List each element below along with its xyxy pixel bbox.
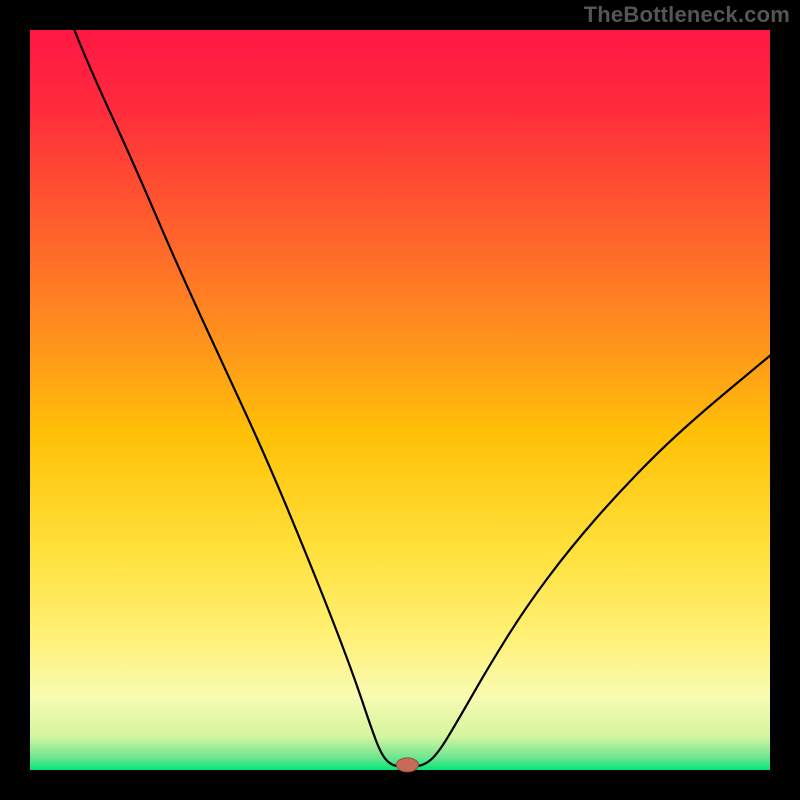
plot-background xyxy=(30,30,770,770)
chart-container: TheBottleneck.com xyxy=(0,0,800,800)
minimum-marker xyxy=(396,758,418,772)
watermark-text: TheBottleneck.com xyxy=(584,2,790,28)
bottleneck-chart xyxy=(0,0,800,800)
